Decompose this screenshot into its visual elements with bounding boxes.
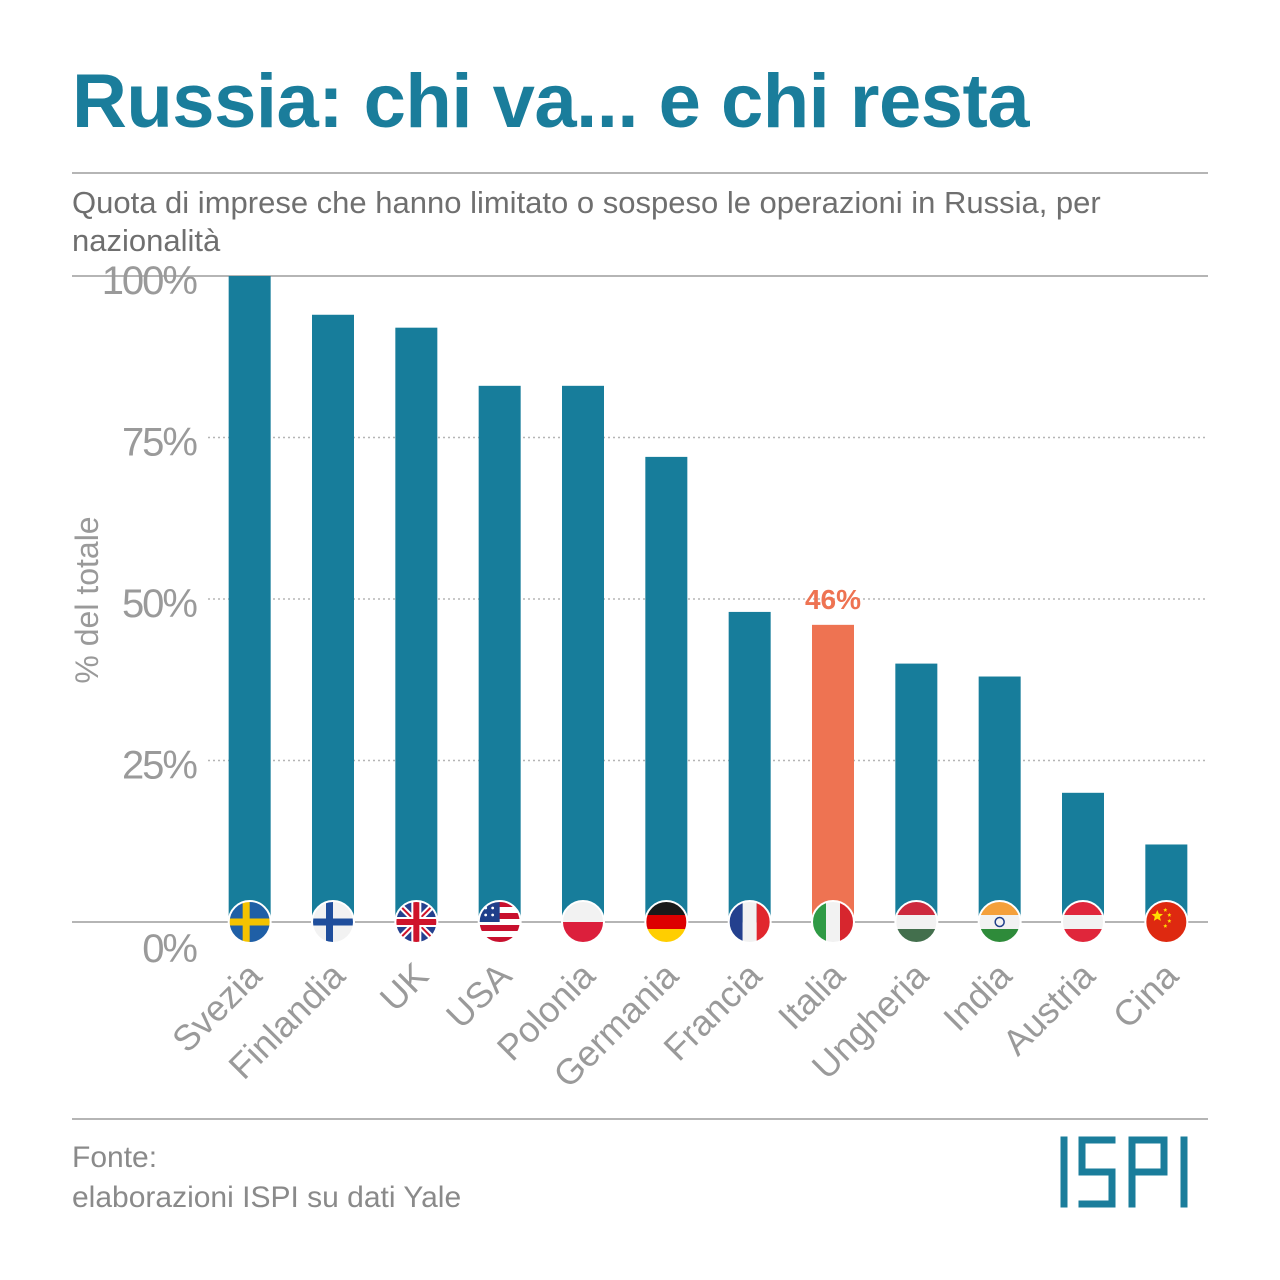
bar-uk	[395, 327, 438, 922]
x-tick-label-austria: Austria	[994, 954, 1103, 1063]
y-tick-label: 25%	[122, 744, 197, 788]
x-tick-label-cina: Cina	[1105, 954, 1187, 1036]
y-axis-label: % del totale	[69, 516, 105, 683]
data-label-italia: 46%	[805, 584, 861, 615]
ispi-logo	[1060, 1136, 1188, 1208]
bar-ungheria	[895, 663, 938, 922]
bar-italia	[812, 624, 854, 922]
footer-divider	[72, 1118, 1208, 1120]
bar-usa	[478, 385, 521, 922]
italy-flag-icon	[812, 901, 854, 943]
y-tick-label: 0%	[142, 927, 197, 971]
y-tick-label: 75%	[122, 421, 197, 465]
bar-chart: 0%25%50%75%100%% del totaleSveziaFinland…	[69, 259, 1208, 1095]
poland-flag-icon	[562, 901, 604, 943]
y-tick-label: 50%	[122, 582, 197, 626]
sweden-flag-icon	[228, 901, 271, 943]
page-title: Russia: chi va... e chi resta	[72, 59, 1030, 144]
uk-flag-icon	[395, 901, 438, 943]
finland-flag-icon	[312, 901, 354, 943]
source-text: elaborazioni ISPI su dati Yale	[72, 1181, 462, 1214]
source-note: Fonte: elaborazioni ISPI su dati Yale	[72, 1138, 461, 1218]
source-label: Fonte:	[72, 1141, 158, 1174]
bar-germania	[645, 456, 688, 922]
usa-flag-icon	[478, 901, 521, 943]
bar-svezia	[228, 276, 271, 922]
title-divider	[72, 172, 1208, 174]
x-tick-label-uk: UK	[372, 955, 436, 1019]
china-flag-icon	[1145, 901, 1188, 943]
bar-finlandia	[312, 314, 354, 922]
bar-polonia	[562, 385, 604, 922]
chart-subtitle: Quota di imprese che hanno limitato o so…	[72, 185, 1101, 258]
bar-india	[978, 676, 1021, 922]
bar-francia	[728, 611, 771, 922]
y-tick-label: 100%	[102, 259, 198, 303]
